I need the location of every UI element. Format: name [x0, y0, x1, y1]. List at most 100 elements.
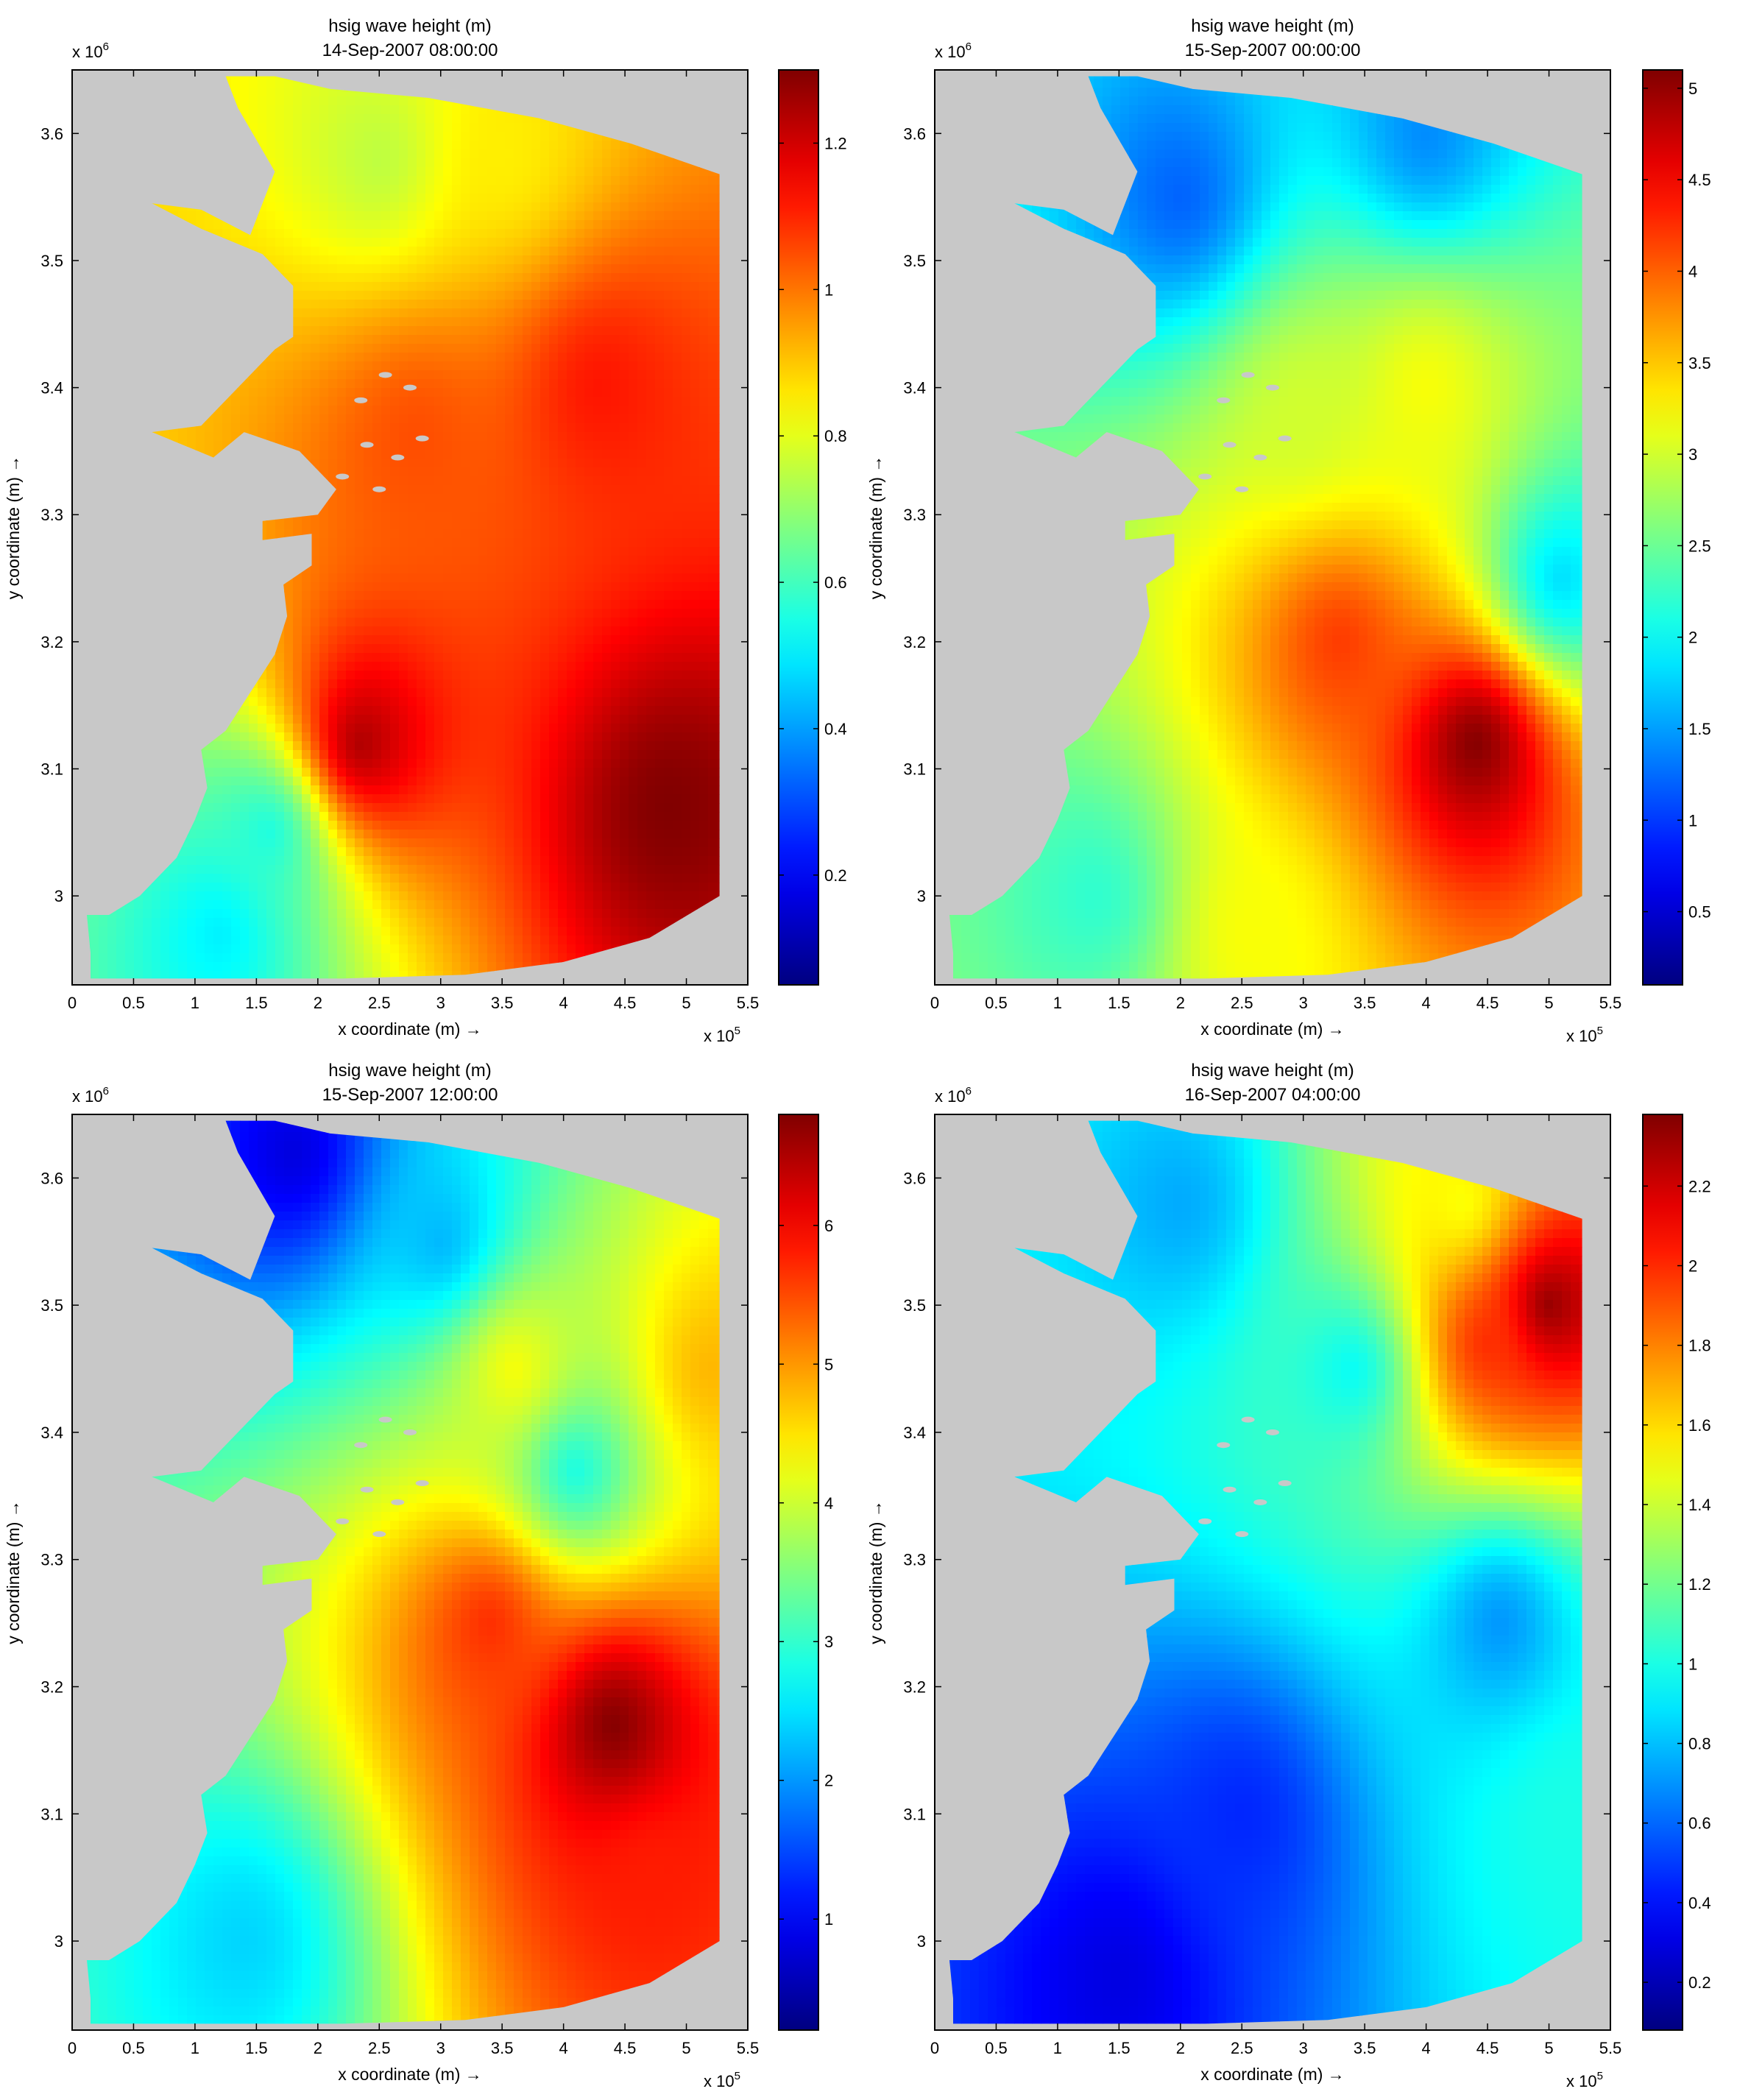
axes-frame [71, 69, 749, 986]
chart-title: hsig wave height (m) [1191, 1061, 1354, 1081]
y-axis-label: y coordinate (m) → [4, 456, 23, 600]
colorbar-tick-label: 3.5 [1688, 354, 1711, 372]
y-tick-label: 3.5 [40, 1296, 63, 1315]
chart-subtitle: 16-Sep-2007 04:00:00 [1185, 1085, 1361, 1105]
x-tick-label: 3 [436, 2039, 445, 2057]
x-axis-label: x coordinate (m) → [338, 2065, 482, 2084]
colorbar-tick-label: 1.4 [1688, 1496, 1711, 1514]
x-axis-label: x coordinate (m) → [338, 1019, 482, 1039]
x-tick-label: 0 [930, 2039, 939, 2057]
x-tick-label: 1.5 [245, 994, 268, 1012]
island [336, 473, 350, 480]
x-tick-label: 3 [1299, 2039, 1308, 2057]
x-tick-label: 3.5 [1354, 2039, 1376, 2057]
chart-panel-3: hsig wave height (m) 15-Sep-2007 12:00:00… [4, 1061, 833, 2090]
x-tick-label: 4 [559, 2039, 568, 2057]
x-tick-label: 1 [1053, 994, 1062, 1012]
x-tick-label: 2.5 [368, 994, 391, 1012]
y-tick-label: 3.1 [40, 760, 63, 779]
island [415, 1480, 429, 1487]
colorbar-tick-label: 4 [824, 1494, 833, 1513]
island [415, 435, 429, 442]
x-exponent: x 105 [1566, 1025, 1603, 1045]
y-tick-label: 3.1 [903, 1805, 926, 1823]
x-tick-label: 4 [1422, 994, 1431, 1012]
colorbar-tick-label: 2.2 [1688, 1177, 1711, 1195]
x-tick-label: 0.5 [985, 994, 1008, 1012]
y-tick-label: 3.4 [903, 379, 926, 397]
chart-subtitle: 15-Sep-2007 12:00:00 [322, 1085, 498, 1105]
island [1223, 442, 1237, 448]
y-tick-label: 3.2 [40, 1678, 63, 1697]
colorbar-tick-label: 5 [824, 1355, 833, 1374]
x-exponent: x 105 [704, 2070, 740, 2090]
y-tick-label: 3.2 [40, 633, 63, 651]
colorbar-tick-label: 1.6 [1688, 1416, 1711, 1435]
y-tick-label: 3.6 [40, 124, 63, 143]
island [1278, 435, 1292, 442]
colorbar-tick-label: 0.4 [824, 720, 847, 738]
colorbar-tick-label: 6 [824, 1217, 833, 1235]
y-tick-label: 3.4 [40, 1424, 63, 1442]
y-tick-label: 3.2 [903, 1678, 926, 1697]
y-tick-label: 3 [54, 887, 63, 905]
x-axis-label: x coordinate (m) → [1200, 2065, 1345, 2084]
island [378, 372, 392, 378]
y-axis-label: y coordinate (m) → [866, 456, 885, 600]
x-tick-label: 2.5 [1231, 994, 1253, 1012]
colorbar-tick-label: 4.5 [1688, 171, 1711, 189]
colorbar-tick-label: 1 [1688, 1655, 1697, 1673]
y-tick-label: 3 [54, 1932, 63, 1951]
x-tick-label: 5.5 [737, 994, 760, 1012]
y-tick-label: 3.6 [903, 124, 926, 143]
y-tick-label: 3.3 [40, 506, 63, 524]
colorbar-tick-label: 2 [824, 1772, 833, 1790]
x-axis-label: x coordinate (m) → [1200, 1019, 1345, 1039]
x-tick-label: 3 [1299, 994, 1308, 1012]
x-tick-label: 1 [1053, 2039, 1062, 2057]
island [1217, 1442, 1231, 1449]
island [354, 397, 368, 403]
x-tick-label: 0 [930, 994, 939, 1012]
colorbar-tick-label: 2 [1688, 629, 1697, 647]
y-tick-label: 3.4 [903, 1424, 926, 1442]
x-tick-label: 5 [682, 994, 690, 1012]
y-exponent: x 106 [935, 40, 972, 61]
colorbar-tick-label: 0.2 [1688, 1973, 1711, 1992]
x-tick-label: 2 [314, 994, 322, 1012]
colorbar-tick-label: 2.5 [1688, 537, 1711, 555]
island [1241, 372, 1255, 378]
axes-frame [934, 1114, 1611, 2031]
colorbar-tick-label: 0.5 [1688, 903, 1711, 922]
colorbar-tick-label: 0.4 [1688, 1894, 1711, 1912]
y-exponent: x 106 [72, 1085, 109, 1106]
x-tick-label: 1.5 [1108, 994, 1131, 1012]
colorbar-tick-label: 0.8 [824, 427, 847, 445]
x-tick-label: 1.5 [245, 2039, 268, 2057]
x-tick-label: 4 [1422, 2039, 1431, 2057]
x-tick-label: 5.5 [1599, 994, 1622, 1012]
chart-title: hsig wave height (m) [328, 1061, 491, 1081]
x-exponent: x 105 [1566, 2070, 1603, 2090]
colorbar-tick-label: 1 [824, 1910, 833, 1928]
island [372, 486, 386, 492]
colorbar-tick-label: 3 [824, 1633, 833, 1651]
colorbar-tick-label: 0.6 [1688, 1814, 1711, 1833]
colorbar-tick-label: 1.8 [1688, 1337, 1711, 1355]
x-tick-label: 4 [559, 994, 568, 1012]
x-tick-label: 5 [1544, 2039, 1553, 2057]
island [1223, 1486, 1237, 1493]
x-tick-label: 5 [682, 2039, 690, 2057]
y-tick-label: 3.2 [903, 633, 926, 651]
y-exponent: x 106 [72, 40, 109, 61]
x-tick-label: 3 [436, 994, 445, 1012]
island [403, 384, 417, 391]
island [1278, 1480, 1292, 1487]
x-tick-label: 0.5 [985, 2039, 1008, 2057]
island [1253, 454, 1267, 461]
x-tick-label: 0 [68, 2039, 77, 2057]
y-tick-label: 3.3 [40, 1551, 63, 1569]
island [1266, 1429, 1279, 1435]
x-tick-label: 0.5 [122, 994, 145, 1012]
island [1217, 397, 1231, 403]
